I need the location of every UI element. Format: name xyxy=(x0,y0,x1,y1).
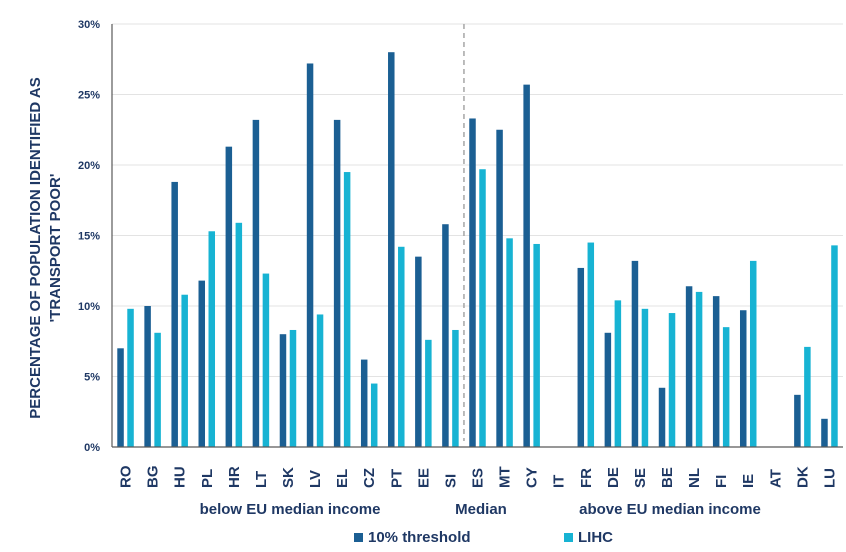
bar-10pct-es xyxy=(469,118,476,447)
bar-lihc-ee xyxy=(425,339,432,447)
x-tick-label-ro: RO xyxy=(118,465,135,488)
x-tick-label-pt: PT xyxy=(388,469,405,488)
bar-10pct-cy xyxy=(523,84,530,447)
bar-lihc-ro xyxy=(127,308,134,447)
gridlines xyxy=(112,23,843,441)
legend-swatch-10pct xyxy=(354,533,363,542)
bar-10pct-el xyxy=(333,119,341,447)
bar-10pct-hr xyxy=(225,146,233,448)
x-tick-label-be: BE xyxy=(659,467,676,488)
bar-lihc-es xyxy=(479,169,486,448)
y-axis-label-line2: 'TRANSPORT POOR' xyxy=(47,174,64,323)
bar-lihc-fr xyxy=(587,242,595,447)
bar-10pct-lv xyxy=(306,63,314,447)
x-tick-label-lu: LU xyxy=(821,468,838,488)
x-tick-label-hr: HR xyxy=(226,466,243,488)
x-tick-label-si: SI xyxy=(442,474,459,488)
bar-10pct-ie xyxy=(739,310,747,447)
legend: 10% threshold LIHC xyxy=(354,529,613,546)
bar-10pct-cz xyxy=(360,359,368,447)
bar-10pct-dk xyxy=(794,394,801,447)
y-tick-label: 25% xyxy=(78,90,100,102)
x-tick-label-lt: LT xyxy=(253,471,270,488)
bar-lihc-lt xyxy=(262,273,270,447)
bar-lihc-de xyxy=(614,300,622,447)
y-tick-label: 10% xyxy=(78,301,100,313)
bar-10pct-lt xyxy=(252,119,260,447)
x-tick-label-es: ES xyxy=(470,468,487,488)
x-tick-label-at: AT xyxy=(767,469,784,488)
bar-10pct-se xyxy=(631,260,639,447)
bar-10pct-lu xyxy=(821,418,828,447)
bar-lihc-ie xyxy=(749,260,757,447)
bar-lihc-bg xyxy=(154,332,161,447)
bar-10pct-sk xyxy=(279,334,287,447)
bar-lihc-lu xyxy=(831,245,838,447)
bar-lihc-nl xyxy=(695,291,703,447)
bar-lihc-si xyxy=(452,329,459,447)
x-tick-label-se: SE xyxy=(632,468,649,488)
bar-10pct-be xyxy=(658,387,666,447)
bar-lihc-dk xyxy=(804,346,811,447)
y-tick-label: 15% xyxy=(78,231,100,243)
bars xyxy=(117,52,838,448)
x-tick-label-hu: HU xyxy=(172,466,189,488)
legend-label-10pct: 10% threshold xyxy=(368,529,471,546)
bar-10pct-mt xyxy=(496,129,503,447)
bar-lihc-hr xyxy=(235,222,243,447)
x-tick-label-dk: DK xyxy=(794,466,811,488)
bar-10pct-pl xyxy=(198,280,206,447)
bar-lihc-pt xyxy=(398,246,405,447)
y-tick-label: 0% xyxy=(84,442,100,454)
x-tick-label-mt: MT xyxy=(497,466,514,488)
bar-10pct-pt xyxy=(388,52,395,447)
bar-lihc-sk xyxy=(289,329,297,447)
legend-label-lihc: LIHC xyxy=(578,529,613,546)
bar-10pct-ro xyxy=(117,348,124,447)
x-axis: RO BG HU PL HR LT SK LV EL CZ PT EE SI ES MT CY IT FR DE SE… xyxy=(112,446,843,489)
x-tick-label-cz: CZ xyxy=(361,468,378,488)
x-tick-label-cy: CY xyxy=(524,467,541,488)
group-label-above: above EU median income xyxy=(579,501,761,518)
group-label-below: below EU median income xyxy=(200,501,381,518)
x-tick-label-nl: NL xyxy=(686,468,703,488)
x-tick-label-fi: FI xyxy=(713,475,730,488)
bar-lihc-pl xyxy=(208,231,216,447)
bar-lihc-cz xyxy=(370,383,378,447)
legend-swatch-lihc xyxy=(564,533,573,542)
bar-lihc-lv xyxy=(316,314,324,447)
x-tick-label-fr: FR xyxy=(578,468,595,488)
bar-lihc-fi xyxy=(722,327,730,447)
y-axis-label-line1: PERCENTAGE OF POPULATION IDENTIFIED AS xyxy=(27,77,44,418)
bar-10pct-bg xyxy=(144,306,151,447)
x-tick-label-lv: LV xyxy=(307,470,324,488)
x-tick-label-pl: PL xyxy=(199,469,216,488)
bar-10pct-hu xyxy=(171,181,178,448)
x-tick-label-ee: EE xyxy=(415,468,432,488)
bar-lihc-el xyxy=(343,172,351,448)
bar-lihc-cy xyxy=(533,243,540,447)
group-label-median: Median xyxy=(455,501,507,518)
bar-10pct-de xyxy=(604,332,612,447)
bar-10pct-ee xyxy=(415,256,422,447)
y-tick-label: 20% xyxy=(78,160,100,172)
x-tick-label-de: DE xyxy=(605,467,622,488)
bar-10pct-fr xyxy=(577,267,585,447)
x-tick-label-ie: IE xyxy=(740,474,757,488)
y-tick-label: 30% xyxy=(78,19,100,31)
x-tick-label-el: EL xyxy=(334,469,351,488)
bar-10pct-si xyxy=(442,224,449,447)
bar-lihc-be xyxy=(668,313,676,447)
y-axis: 0% 5% 10% 15% 20% 25% 30% xyxy=(78,19,113,454)
bar-lihc-hu xyxy=(181,294,188,447)
bar-lihc-se xyxy=(641,308,649,447)
x-tick-label-sk: SK xyxy=(280,467,297,488)
bar-10pct-fi xyxy=(712,296,720,447)
x-tick-label-it: IT xyxy=(551,475,568,488)
x-tick-label-bg: BG xyxy=(145,466,162,489)
bar-lihc-mt xyxy=(506,238,513,447)
bar-10pct-nl xyxy=(685,286,693,447)
y-tick-label: 5% xyxy=(84,372,100,384)
